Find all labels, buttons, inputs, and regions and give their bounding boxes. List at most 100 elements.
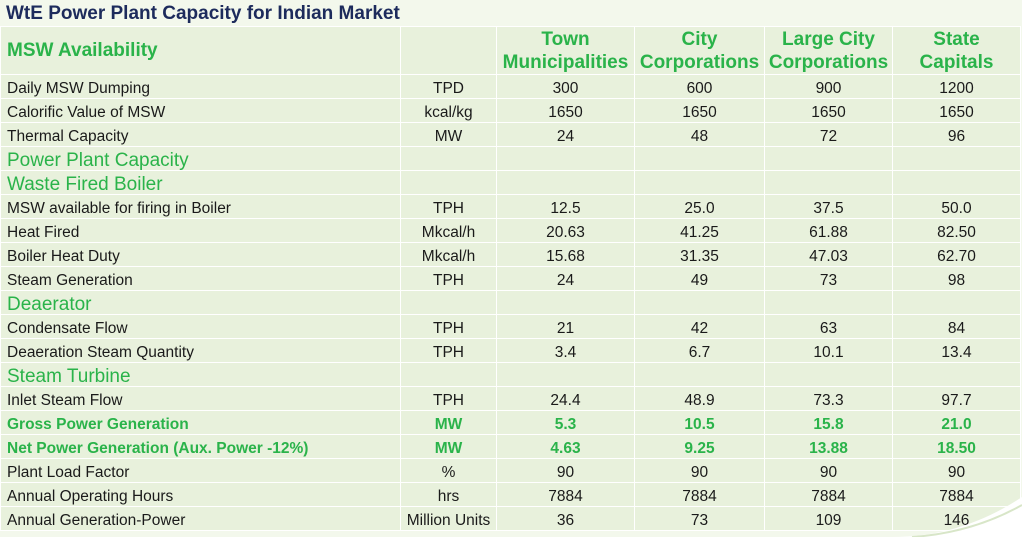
unit-cell: % xyxy=(400,458,497,483)
table-row: Calorific Value of MSW kcal/kg 1650 1650 165… xyxy=(0,98,1021,123)
value-cell: 900 xyxy=(764,74,893,99)
value-cell xyxy=(764,170,893,195)
value-cell: 37.5 xyxy=(764,194,893,219)
value-cell xyxy=(892,170,1021,195)
section-row: Steam Turbine xyxy=(0,362,1021,387)
table-row: Plant Load Factor% 90 90 90 90 xyxy=(0,458,1021,483)
column-header-line: Large City xyxy=(782,28,875,50)
value-cell: 49 xyxy=(634,266,765,291)
value-cell xyxy=(764,146,893,171)
table-row: Boiler Heat Duty Mkcal/h 15.68 31.35 47.03 62… xyxy=(0,242,1021,267)
value-cell: 15.68 xyxy=(496,242,635,267)
parameter-label: Deaeration Steam Quantity xyxy=(0,338,401,363)
unit-cell: kcal/kg xyxy=(400,98,497,123)
value-cell: 7884 xyxy=(892,482,1021,507)
value-cell xyxy=(764,362,893,387)
column-header-town-municipalities: Town Municipalities xyxy=(496,26,635,75)
section-heading: Power Plant Capacity xyxy=(0,146,401,171)
value-cell: 7884 xyxy=(634,482,765,507)
value-cell: 24.4 xyxy=(496,386,635,411)
value-cell xyxy=(496,170,635,195)
parameter-label: Annual Generation-Power xyxy=(0,506,401,531)
capacity-table-body: MSW Availability Town Municipalities City… xyxy=(0,26,1021,531)
value-cell: 10.1 xyxy=(764,338,893,363)
unit-cell xyxy=(400,290,497,315)
value-cell: 7884 xyxy=(764,482,893,507)
unit-cell: TPH xyxy=(400,338,497,363)
section-row: Deaerator xyxy=(0,290,1021,315)
value-cell xyxy=(496,146,635,171)
parameter-label: Thermal Capacity xyxy=(0,122,401,147)
value-cell xyxy=(634,170,765,195)
value-cell xyxy=(634,146,765,171)
value-cell: 31.35 xyxy=(634,242,765,267)
value-cell: 97.7 xyxy=(892,386,1021,411)
value-cell: 1650 xyxy=(764,98,893,123)
value-cell: 72 xyxy=(764,122,893,147)
unit-cell: MW xyxy=(400,122,497,147)
table-row: Heat Fired Mkcal/h 20.63 41.25 61.88 82.50 xyxy=(0,218,1021,243)
value-cell: 36 xyxy=(496,506,635,531)
table-header-row: MSW Availability Town Municipalities City… xyxy=(0,26,1021,75)
table-row: Annual Operating Hours hrs 7884 7884 7884 788… xyxy=(0,482,1021,507)
unit-cell: TPH xyxy=(400,386,497,411)
value-cell: 84 xyxy=(892,314,1021,339)
value-cell xyxy=(892,290,1021,315)
value-cell: 90 xyxy=(892,458,1021,483)
column-header-state-capitals: State Capitals xyxy=(892,26,1021,75)
value-cell: 21.0 xyxy=(892,410,1021,435)
value-cell: 42 xyxy=(634,314,765,339)
value-cell: 41.25 xyxy=(634,218,765,243)
table-row: Thermal Capacity MW 24 48 72 96 xyxy=(0,122,1021,147)
value-cell: 98 xyxy=(892,266,1021,291)
value-cell: 73 xyxy=(764,266,893,291)
value-cell: 73.3 xyxy=(764,386,893,411)
unit-cell: hrs xyxy=(400,482,497,507)
value-cell: 10.5 xyxy=(634,410,765,435)
value-cell: 13.88 xyxy=(764,434,893,459)
value-cell: 24 xyxy=(496,266,635,291)
table-row: Condensate Flow TPH 21 42 63 84 xyxy=(0,314,1021,339)
unit-cell: TPH xyxy=(400,314,497,339)
column-header-line: Municipalities xyxy=(502,51,629,73)
parameter-label: Daily MSW Dumping xyxy=(0,74,401,99)
value-cell: 50.0 xyxy=(892,194,1021,219)
value-cell: 600 xyxy=(634,74,765,99)
section-heading: Waste Fired Boiler xyxy=(0,170,401,195)
value-cell: 4.63 xyxy=(496,434,635,459)
section-row: Power Plant Capacity xyxy=(0,146,1021,171)
parameter-label: Inlet Steam Flow xyxy=(0,386,401,411)
value-cell: 5.3 xyxy=(496,410,635,435)
value-cell: 13.4 xyxy=(892,338,1021,363)
parameter-label: Condensate Flow xyxy=(0,314,401,339)
value-cell: 21 xyxy=(496,314,635,339)
msw-availability-heading: MSW Availability xyxy=(0,26,401,75)
value-cell: 1650 xyxy=(634,98,765,123)
table-row: Net Power Generation (Aux. Power -12%) MW… xyxy=(0,434,1021,459)
unit-cell: TPH xyxy=(400,194,497,219)
value-cell xyxy=(634,362,765,387)
parameter-label: Plant Load Factor xyxy=(0,458,401,483)
value-cell: 7884 xyxy=(496,482,635,507)
unit-cell xyxy=(400,146,497,171)
section-heading: Steam Turbine xyxy=(0,362,401,387)
table-row: Inlet Steam Flow TPH 24.4 48.9 73.3 97.7 xyxy=(0,386,1021,411)
parameter-label: Gross Power Generation xyxy=(0,410,401,435)
value-cell: 1650 xyxy=(496,98,635,123)
value-cell: 90 xyxy=(496,458,635,483)
table-row: Gross Power Generation MW 5.3 10.5 15.8 21.0 xyxy=(0,410,1021,435)
table-row: Daily MSW Dumping TPD 300 600 900 1200 xyxy=(0,74,1021,99)
unit-cell: TPD xyxy=(400,74,497,99)
value-cell: 48 xyxy=(634,122,765,147)
value-cell: 24 xyxy=(496,122,635,147)
table-row: MSW available for firing in Boiler TPH 12.… xyxy=(0,194,1021,219)
value-cell: 90 xyxy=(764,458,893,483)
column-header-line: Town xyxy=(541,28,590,50)
value-cell: 25.0 xyxy=(634,194,765,219)
unit-cell: Mkcal/h xyxy=(400,218,497,243)
value-cell: 90 xyxy=(634,458,765,483)
value-cell: 20.63 xyxy=(496,218,635,243)
column-header-city-corporations: City Corporations xyxy=(634,26,765,75)
value-cell: 300 xyxy=(496,74,635,99)
